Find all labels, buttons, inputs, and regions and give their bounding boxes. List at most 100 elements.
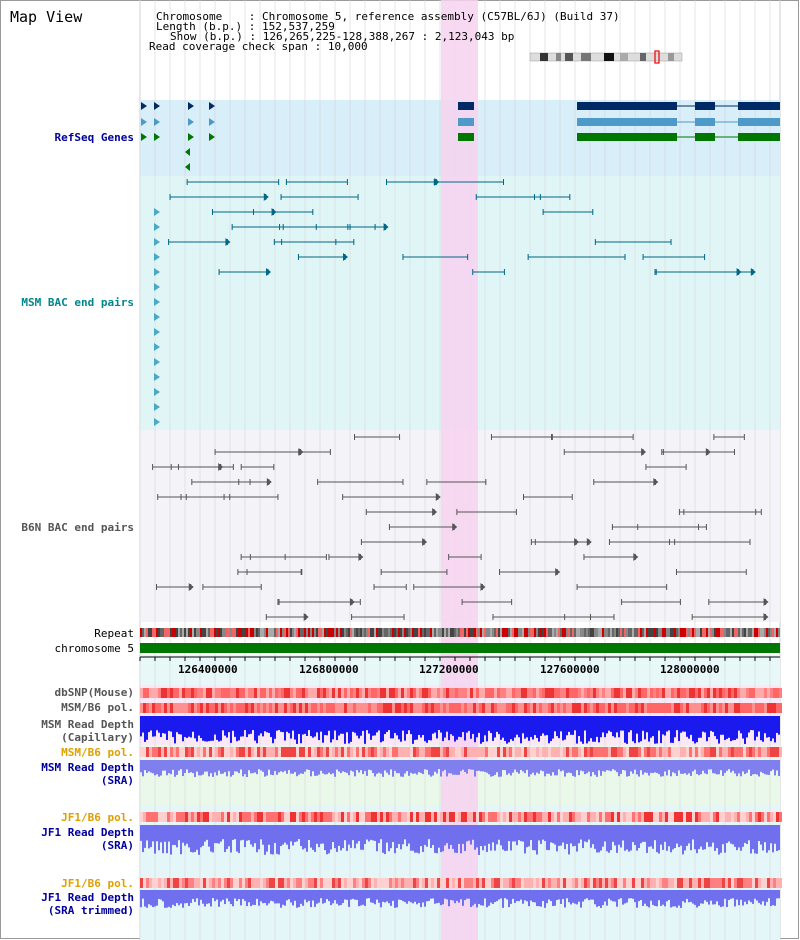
depth-bar — [682, 890, 684, 902]
depth-bar — [228, 760, 230, 772]
heat-cell — [299, 878, 302, 888]
heat-cell — [161, 812, 164, 822]
heat-cell — [491, 878, 494, 888]
heat-cell — [548, 688, 551, 698]
depth-bar — [246, 825, 248, 841]
depth-bar — [728, 760, 730, 770]
depth-bar — [446, 716, 448, 732]
repeat-mark — [394, 628, 396, 637]
heat-cell — [242, 812, 245, 822]
heat-cell — [629, 747, 632, 757]
depth-bar — [346, 760, 348, 773]
depth-bar — [206, 716, 208, 742]
depth-bar — [660, 760, 662, 777]
repeat-mark — [746, 628, 748, 637]
heat-cell — [716, 688, 719, 698]
depth-bar — [638, 716, 640, 743]
depth-bar — [310, 890, 312, 908]
depth-bar — [196, 825, 198, 850]
axis-tick-label: 128000000 — [660, 663, 720, 676]
depth-bar — [222, 825, 224, 840]
repeat-mark — [728, 628, 730, 637]
depth-bar — [248, 890, 250, 903]
heat-cell — [749, 812, 752, 822]
repeat-mark — [624, 628, 626, 637]
depth-bar — [724, 825, 726, 853]
depth-bar — [486, 716, 488, 742]
depth-bar — [750, 890, 752, 903]
depth-bar — [348, 716, 350, 744]
depth-bar — [312, 825, 314, 850]
heat-cell — [659, 878, 662, 888]
heat-cell — [623, 812, 626, 822]
heat-cell — [272, 878, 275, 888]
depth-bar — [398, 760, 400, 774]
depth-bar — [202, 760, 204, 775]
depth-bar — [556, 760, 558, 776]
depth-bar — [756, 760, 758, 775]
depth-bar — [288, 890, 290, 900]
heat-cell — [770, 688, 773, 698]
heat-cell — [380, 878, 383, 888]
depth-bar — [412, 825, 414, 851]
repeat-mark — [162, 628, 164, 637]
depth-bar — [748, 890, 750, 901]
depth-bar — [386, 760, 388, 773]
heat-cell — [539, 703, 542, 713]
depth-bar — [464, 890, 466, 901]
depth-bar — [378, 890, 380, 903]
repeat-mark — [296, 628, 298, 637]
repeat-mark — [310, 628, 312, 637]
repeat-mark — [576, 628, 578, 637]
depth-bar — [552, 890, 554, 907]
depth-bar — [522, 716, 524, 734]
track-label-jf1-b6-pol: JF1/B6 pol. — [61, 811, 134, 824]
heat-cell — [503, 703, 506, 713]
depth-bar — [294, 890, 296, 901]
heat-cell — [209, 703, 212, 713]
depth-bar — [422, 890, 424, 903]
repeat-mark — [456, 628, 458, 637]
depth-bar — [412, 890, 414, 904]
heat-cell — [641, 747, 644, 757]
heat-cell — [461, 688, 464, 698]
depth-bar — [256, 890, 258, 899]
repeat-mark — [658, 628, 660, 637]
heat-cell — [671, 812, 674, 822]
repeat-mark — [264, 628, 266, 637]
depth-bar — [496, 716, 498, 732]
depth-bar — [454, 890, 456, 904]
depth-bar — [692, 890, 694, 904]
heat-cell — [149, 812, 152, 822]
repeat-mark — [594, 628, 596, 637]
repeat-mark — [548, 628, 550, 637]
depth-bar — [334, 890, 336, 901]
repeat-mark — [692, 628, 694, 637]
heat-cell — [647, 703, 650, 713]
repeat-mark — [702, 628, 704, 637]
depth-bar — [206, 890, 208, 904]
heat-cell — [770, 747, 773, 757]
heat-cell — [167, 747, 170, 757]
depth-bar — [290, 825, 292, 842]
depth-bar — [610, 890, 612, 901]
depth-bar — [306, 760, 308, 770]
heat-cell — [731, 703, 734, 713]
depth-bar — [642, 890, 644, 907]
depth-bar — [142, 890, 144, 899]
depth-bar — [336, 760, 338, 770]
depth-bar — [428, 890, 430, 901]
depth-bar — [218, 890, 220, 907]
depth-bar — [230, 760, 232, 777]
depth-bar — [150, 716, 152, 731]
heat-cell — [446, 878, 449, 888]
heat-cell — [212, 747, 215, 757]
depth-bar — [590, 760, 592, 777]
depth-bar — [236, 716, 238, 742]
repeat-mark — [376, 628, 378, 637]
depth-bar — [328, 890, 330, 902]
depth-bar — [478, 716, 480, 733]
heat-cell — [482, 878, 485, 888]
depth-bar — [752, 890, 754, 904]
